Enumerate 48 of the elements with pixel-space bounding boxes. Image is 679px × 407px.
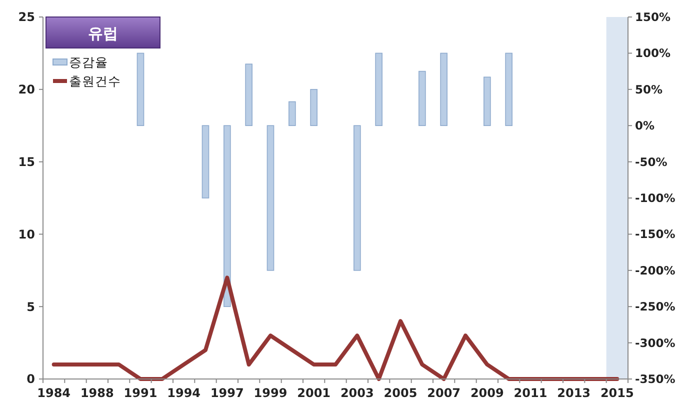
text: 유럽 <box>88 24 118 42</box>
y2-tick-label: 0% <box>635 118 655 133</box>
bar <box>505 52 512 126</box>
legend-label: 증감율 <box>69 54 108 70</box>
x-tick-label: 1991 <box>124 386 158 400</box>
bar <box>310 89 318 126</box>
bar <box>224 125 231 307</box>
bar <box>266 125 274 271</box>
bar <box>484 76 491 126</box>
y2-tick-label: -200% <box>635 263 676 278</box>
y2-tick-label: 150% <box>635 10 672 24</box>
bar <box>288 101 296 126</box>
x-tick-label: 1997 <box>210 386 244 400</box>
x-tick-label: 2007 <box>427 386 461 400</box>
y-tick-label: 20 <box>18 82 35 97</box>
bar <box>440 52 448 126</box>
x-tick-label: 1984 <box>37 386 71 400</box>
bar <box>375 52 382 126</box>
y2-tick-label: -300% <box>635 336 676 350</box>
x-tick-label: 1999 <box>254 386 288 400</box>
x-tick-label: 2003 <box>340 386 374 400</box>
bar <box>202 125 210 198</box>
y-tick-label: 10 <box>18 227 35 242</box>
bar <box>354 125 361 271</box>
y-tick-label: 0 <box>26 372 35 386</box>
y-tick-label: 25 <box>18 10 35 24</box>
bar <box>136 52 144 126</box>
x-tick-label: 1994 <box>167 386 201 400</box>
x-tick-label: 2009 <box>470 386 504 400</box>
y2-tick-label: -350% <box>635 372 676 386</box>
y2-tick-label: 50% <box>635 82 664 96</box>
y2-tick-label: -100% <box>635 191 676 206</box>
y-tick-label: 15 <box>18 155 35 169</box>
legend-label: 출원건수 <box>69 73 121 88</box>
x-tick-label: 1988 <box>80 386 114 400</box>
bar <box>418 70 426 126</box>
line-series <box>52 276 620 381</box>
y-tick-label: 5 <box>26 300 35 314</box>
y2-tick-label: -250% <box>635 300 676 314</box>
x-tick-label: 2013 <box>557 386 591 400</box>
y2-tick-label: -50% <box>635 154 668 169</box>
x-tick-label: 2001 <box>297 386 331 400</box>
bar <box>245 64 252 126</box>
x-tick-label: 2011 <box>514 386 548 400</box>
y2-tick-label: 100% <box>635 46 672 60</box>
x-tick-label: 2005 <box>384 386 418 400</box>
x-tick-label: 2015 <box>600 386 634 400</box>
y2-tick-label: -150% <box>635 227 676 242</box>
